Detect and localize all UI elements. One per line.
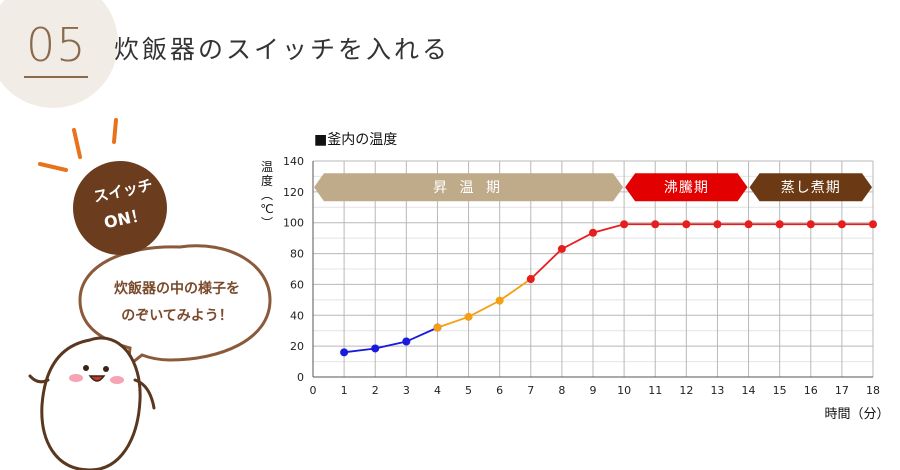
data-point bbox=[837, 220, 846, 229]
y-tick-label: 100 bbox=[283, 217, 304, 230]
data-point bbox=[869, 220, 877, 229]
phase-label: 昇 温 期 bbox=[433, 180, 504, 196]
y-axis-label: 温度 ︵ ℃ ︶ bbox=[260, 160, 274, 230]
x-tick-label: 4 bbox=[434, 384, 441, 397]
switch-on-badge bbox=[73, 161, 167, 255]
step-number: 05 bbox=[26, 18, 87, 72]
x-tick-label: 5 bbox=[465, 384, 472, 397]
x-tick-label: 13 bbox=[710, 384, 724, 397]
x-tick-label: 9 bbox=[590, 384, 597, 397]
data-point bbox=[806, 220, 815, 229]
data-point bbox=[775, 220, 784, 229]
x-tick-label: 17 bbox=[835, 384, 849, 397]
x-tick-label: 7 bbox=[527, 384, 534, 397]
data-point bbox=[371, 344, 380, 353]
y-tick-label: 120 bbox=[283, 186, 304, 199]
x-tick-label: 0 bbox=[310, 384, 317, 397]
x-tick-label: 2 bbox=[372, 384, 379, 397]
data-point bbox=[402, 337, 411, 346]
bubble-text-line2: のぞいてみよう！ bbox=[121, 308, 233, 324]
y-tick-label: 80 bbox=[290, 248, 304, 261]
x-tick-label: 3 bbox=[403, 384, 410, 397]
speech-bubble bbox=[78, 244, 272, 370]
data-point bbox=[589, 228, 597, 237]
x-tick-label: 12 bbox=[679, 384, 693, 397]
step-title: 炊飯器のスイッチを入れる bbox=[114, 35, 451, 64]
data-point bbox=[682, 220, 691, 229]
data-point bbox=[495, 296, 504, 305]
x-tick-label: 11 bbox=[648, 384, 662, 397]
spark-lines-icon bbox=[38, 118, 118, 172]
phase-label: 沸騰期 bbox=[664, 179, 709, 196]
x-axis-label: 時間（分） bbox=[824, 407, 889, 422]
data-point bbox=[651, 220, 660, 229]
y-tick-label: 140 bbox=[283, 155, 304, 168]
y-tick-label: 40 bbox=[290, 309, 304, 322]
data-point bbox=[340, 348, 349, 357]
data-point bbox=[433, 323, 442, 332]
series-line bbox=[437, 278, 532, 329]
data-point bbox=[713, 220, 722, 229]
y-tick-label: 60 bbox=[290, 278, 304, 291]
x-tick-label: 10 bbox=[617, 384, 631, 397]
step-number-underline bbox=[24, 76, 88, 78]
x-tick-label: 1 bbox=[341, 384, 348, 397]
phase-label: 蒸し煮期 bbox=[781, 180, 841, 196]
phase-arrow bbox=[625, 173, 748, 202]
y-tick-label: 0 bbox=[297, 371, 304, 384]
data-point bbox=[526, 275, 535, 284]
bubble-text-line1: 炊飯器の中の様子を bbox=[114, 281, 240, 297]
x-tick-label: 8 bbox=[558, 384, 565, 397]
x-tick-label: 6 bbox=[496, 384, 503, 397]
phase-arrow bbox=[314, 173, 624, 202]
x-tick-label: 16 bbox=[804, 384, 818, 397]
phase-arrow bbox=[749, 173, 872, 202]
x-tick-label: 14 bbox=[742, 384, 756, 397]
data-point bbox=[557, 244, 566, 253]
data-point bbox=[744, 220, 753, 229]
x-tick-label: 15 bbox=[773, 384, 787, 397]
y-tick-label: 20 bbox=[290, 340, 304, 353]
chart-title: ■釜内の温度 bbox=[314, 132, 398, 148]
series-line bbox=[530, 223, 873, 280]
data-point bbox=[620, 220, 629, 229]
x-tick-label: 18 bbox=[866, 384, 880, 397]
data-point bbox=[464, 312, 473, 321]
rice-mascot-icon bbox=[28, 336, 156, 470]
series-line bbox=[344, 326, 438, 354]
